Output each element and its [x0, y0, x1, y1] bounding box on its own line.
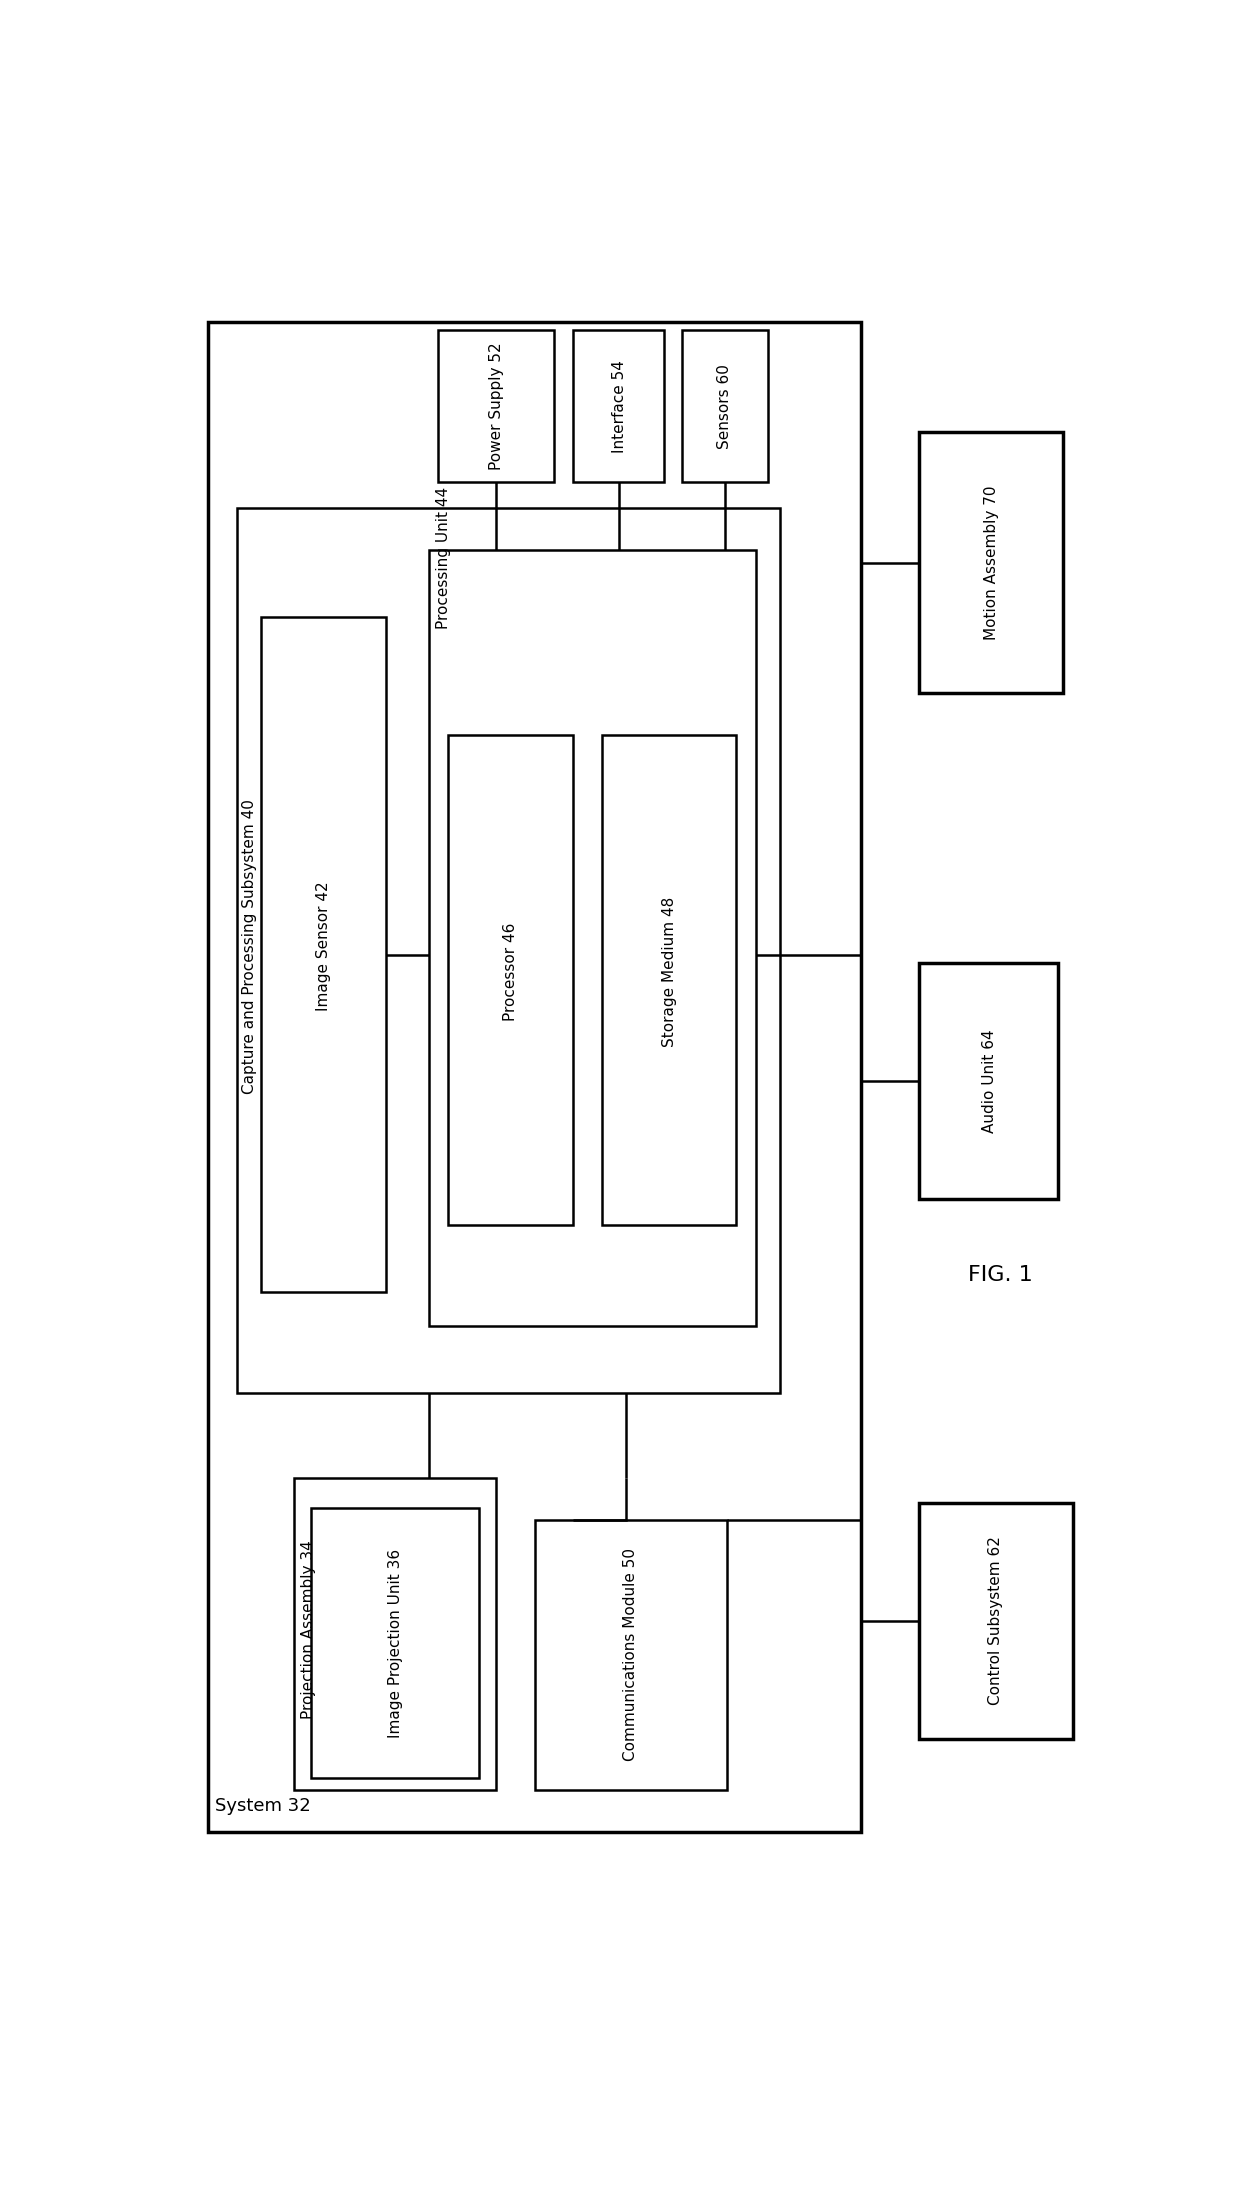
Bar	[534, 1521, 727, 1790]
Text: FIG. 1: FIG. 1	[968, 1264, 1033, 1286]
Text: Sensors 60: Sensors 60	[718, 364, 733, 449]
Bar	[260, 618, 386, 1293]
Bar	[294, 1477, 496, 1790]
Text: Motion Assembly 70: Motion Assembly 70	[983, 486, 998, 640]
Bar	[439, 331, 554, 482]
Bar	[601, 736, 737, 1225]
Text: Projection Assembly 34: Projection Assembly 34	[301, 1540, 316, 1718]
Bar	[919, 964, 1059, 1198]
Text: Audio Unit 64: Audio Unit 64	[982, 1030, 997, 1133]
Text: Interface 54: Interface 54	[611, 359, 626, 454]
Text: Processing Unit 44: Processing Unit 44	[435, 486, 451, 629]
Bar	[919, 1503, 1073, 1740]
Bar	[311, 1507, 479, 1777]
Bar	[448, 736, 573, 1225]
Bar	[919, 432, 1063, 692]
Bar	[573, 331, 665, 482]
Text: System 32: System 32	[215, 1797, 310, 1814]
Text: Capture and Processing Subsystem 40: Capture and Processing Subsystem 40	[242, 800, 257, 1093]
Text: Image Projection Unit 36: Image Projection Unit 36	[388, 1549, 403, 1737]
Text: Control Subsystem 62: Control Subsystem 62	[988, 1536, 1003, 1705]
Text: Communications Module 50: Communications Module 50	[624, 1549, 639, 1762]
Bar	[429, 550, 755, 1326]
Bar	[208, 322, 862, 1832]
Text: Storage Medium 48: Storage Medium 48	[662, 896, 677, 1047]
Text: Processor 46: Processor 46	[503, 922, 518, 1021]
Bar	[237, 508, 780, 1393]
Text: Power Supply 52: Power Supply 52	[489, 342, 503, 471]
Bar	[682, 331, 768, 482]
Text: Image Sensor 42: Image Sensor 42	[316, 881, 331, 1010]
